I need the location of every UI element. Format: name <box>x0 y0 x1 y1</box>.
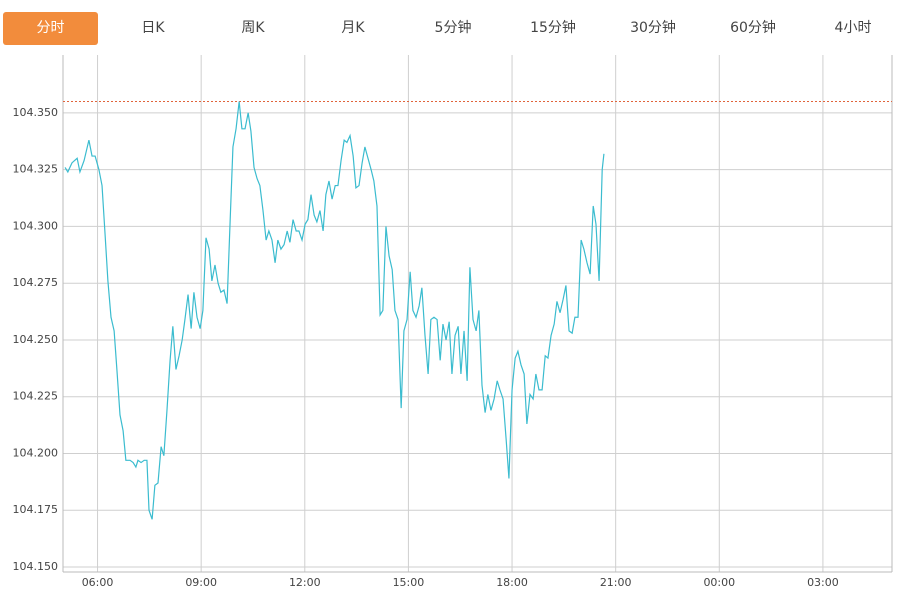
y-tick-label: 104.275 <box>13 276 59 289</box>
tab[interactable]: 5分钟 <box>434 20 472 36</box>
y-tick-label: 104.350 <box>13 106 59 119</box>
x-tick-label: 12:00 <box>289 576 321 589</box>
y-tick-label: 104.150 <box>13 560 59 573</box>
y-tick-label: 104.175 <box>13 503 59 516</box>
tab-bar: 分时 日K 周K 月K 5分钟 15分钟 30分钟 60分钟 4小时 <box>3 12 903 45</box>
x-tick-label: 21:00 <box>600 576 632 589</box>
x-tick-label: 18:00 <box>496 576 528 589</box>
x-tick-label: 09:00 <box>185 576 217 589</box>
y-tick-label: 104.300 <box>13 219 59 232</box>
y-tick-label: 104.325 <box>13 163 59 176</box>
x-tick-label: 06:00 <box>82 576 114 589</box>
tab[interactable]: 60分钟 <box>730 20 776 36</box>
tab[interactable]: 15分钟 <box>530 20 576 36</box>
tab[interactable]: 4小时 <box>834 20 872 36</box>
tab[interactable]: 30分钟 <box>630 20 676 36</box>
tab[interactable]: 周K <box>241 20 265 36</box>
y-tick-label: 104.200 <box>13 446 59 459</box>
tab[interactable]: 月K <box>341 20 365 36</box>
y-tick-label: 104.250 <box>13 333 59 346</box>
x-tick-label: 15:00 <box>393 576 425 589</box>
tab[interactable]: 日K <box>141 20 165 36</box>
x-tick-label: 03:00 <box>807 576 839 589</box>
x-tick-label: 00:00 <box>703 576 735 589</box>
y-tick-label: 104.225 <box>13 390 59 403</box>
price-line <box>64 101 605 520</box>
tab[interactable]: 分时 <box>3 12 98 45</box>
